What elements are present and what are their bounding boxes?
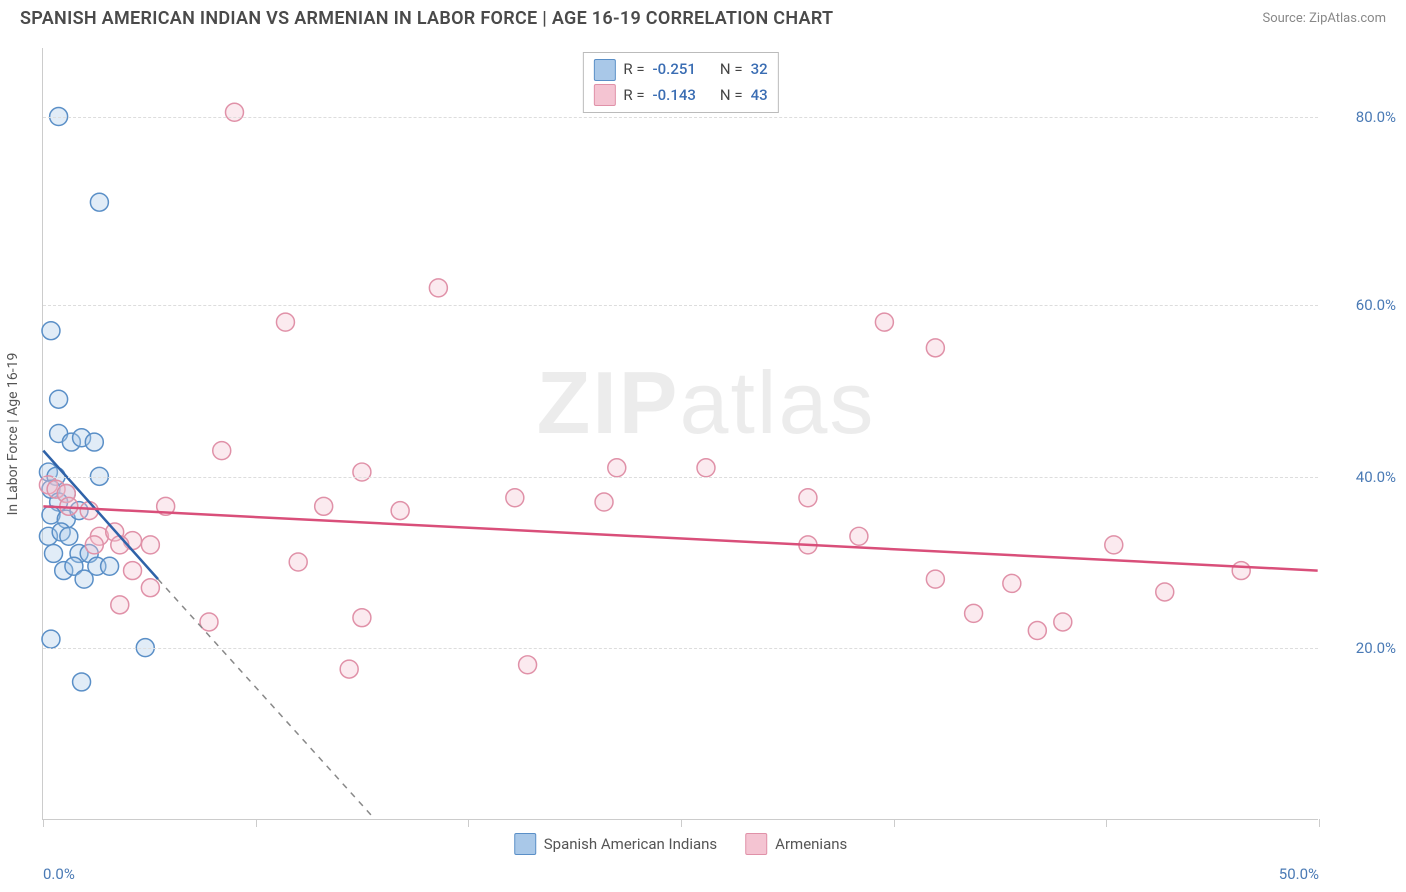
data-point [42,630,60,648]
legend-n-value: 32 [751,57,768,83]
data-point [141,579,159,597]
legend-r-label: R = [623,57,644,83]
data-point [124,562,142,580]
data-point [85,536,103,554]
source-label: Source: ZipAtlas.com [1262,11,1386,26]
legend-series-name: Armenians [775,835,847,853]
legend-item: Armenians [745,833,847,855]
x-tick [256,819,257,827]
data-point [926,570,944,588]
data-point [875,313,893,331]
x-tick [43,819,44,827]
x-tick [894,819,895,827]
data-point [965,604,983,622]
y-axis-title: In Labor Force | Age 16-19 [5,352,21,515]
data-point [73,673,91,691]
x-tick [1319,819,1320,827]
chart-title: SPANISH AMERICAN INDIAN VS ARMENIAN IN L… [20,8,833,29]
y-tick-label: 20.0% [1326,639,1396,657]
data-point [799,489,817,507]
legend-series-name: Spanish American Indians [544,835,717,853]
legend-swatch [745,833,767,855]
data-point [1003,574,1021,592]
data-point [353,463,371,481]
y-tick-label: 60.0% [1326,296,1396,314]
data-point [1054,613,1072,631]
data-point [391,502,409,520]
data-point [595,493,613,511]
data-point [315,497,333,515]
data-point [200,613,218,631]
data-point [289,553,307,571]
chart-svg [43,48,1318,819]
y-tick-label: 40.0% [1326,468,1396,486]
gridline-h [43,477,1318,478]
trend-line [43,506,1317,570]
gridline-h [43,648,1318,649]
legend-row: R = -0.143 N = 43 [593,83,767,109]
trend-line-extension [158,579,375,819]
data-point [1156,583,1174,601]
x-tick [468,819,469,827]
gridline-h [43,117,1318,118]
data-point [340,660,358,678]
x-tick-label: 0.0% [43,865,75,883]
data-point [850,527,868,545]
legend-r-value: -0.251 [653,57,696,83]
data-point [506,489,524,507]
data-point [276,313,294,331]
data-point [111,596,129,614]
data-point [608,459,626,477]
data-point [101,557,119,575]
legend-n-value: 43 [751,83,768,109]
data-point [42,322,60,340]
legend-n-label: N = [720,57,743,83]
data-point [141,536,159,554]
gridline-h [43,305,1318,306]
data-point [519,656,537,674]
data-point [213,442,231,460]
legend-item: Spanish American Indians [514,833,717,855]
data-point [225,103,243,121]
x-tick [1106,819,1107,827]
legend-swatch [593,59,615,81]
y-tick-label: 80.0% [1326,108,1396,126]
x-tick [681,819,682,827]
x-tick-label: 50.0% [1279,865,1319,883]
legend-swatch [593,84,615,106]
data-point [45,544,63,562]
data-point [1028,622,1046,640]
series-legend: Spanish American Indians Armenians [514,833,848,855]
legend-swatch [514,833,536,855]
data-point [75,570,93,588]
data-point [353,609,371,627]
chart-plot-area: ZIPatlas In Labor Force | Age 16-19 R = … [42,48,1318,820]
data-point [90,193,108,211]
legend-n-label: N = [720,83,743,109]
data-point [697,459,715,477]
header: SPANISH AMERICAN INDIAN VS ARMENIAN IN L… [0,0,1406,35]
data-point [926,339,944,357]
data-point [85,433,103,451]
correlation-legend: R = -0.251 N = 32 R = -0.143 N = 43 [582,52,778,113]
data-point [1105,536,1123,554]
data-point [1232,562,1250,580]
data-point [60,527,78,545]
legend-r-value: -0.143 [653,83,696,109]
legend-row: R = -0.251 N = 32 [593,57,767,83]
legend-r-label: R = [623,83,644,109]
data-point [50,390,68,408]
data-point [429,279,447,297]
